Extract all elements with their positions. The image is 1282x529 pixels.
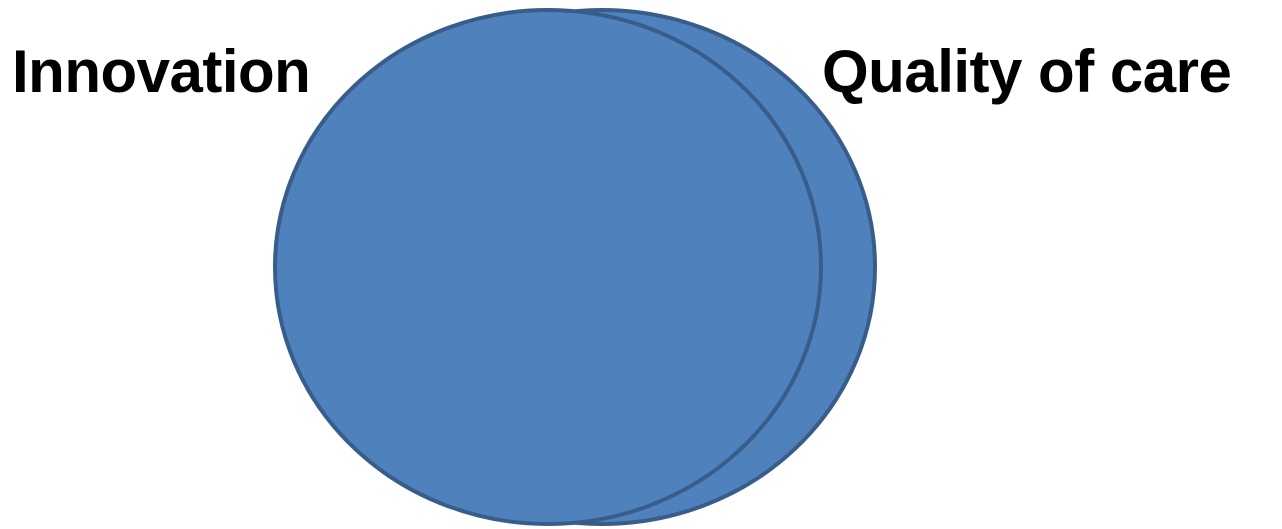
quality-of-care-label: Quality of care: [822, 38, 1232, 105]
innovation-label: Innovation: [12, 38, 311, 105]
innovation-circle: [273, 8, 823, 526]
